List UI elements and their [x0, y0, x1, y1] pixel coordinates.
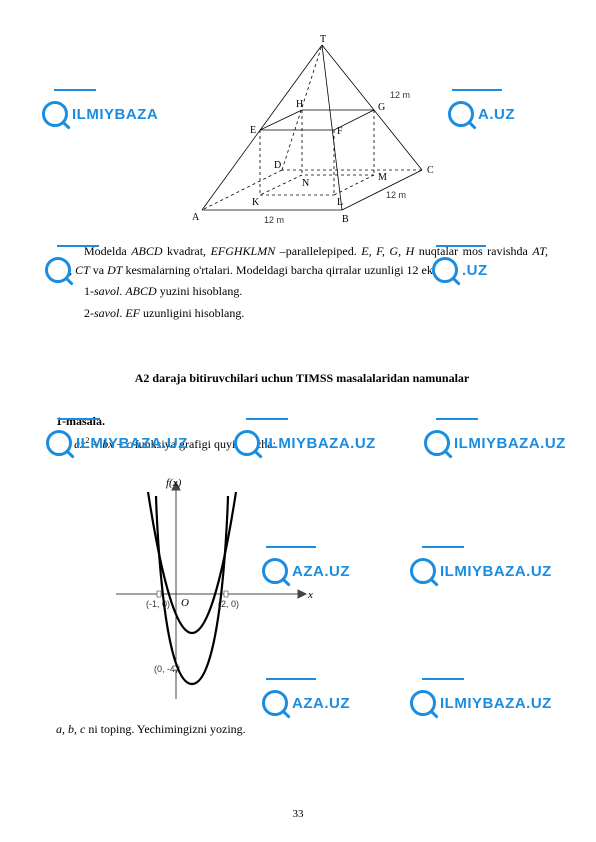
vertex-K: K	[252, 197, 260, 208]
vertex-E: E	[250, 125, 256, 136]
dim-right-lower: 12 m	[386, 190, 406, 200]
problem-1-label: 1-masala.	[56, 414, 548, 429]
equation-line: y = ax2 + bx + c funksiya grafigi quyida…	[56, 435, 548, 454]
vertex-C: C	[427, 165, 434, 176]
model-paragraph: Modelda ABCD kvadrat, EFGHKLMN –parallel…	[56, 242, 548, 280]
vertex-L: L	[337, 197, 343, 208]
question-2: 2-savol. EF uzunligini hisoblang.	[56, 304, 548, 323]
x-axis-label: x	[307, 589, 313, 601]
vertex-M: M	[378, 172, 387, 183]
fx-axis-label: f(x)	[166, 477, 182, 489]
origin-label: O	[181, 597, 189, 609]
dim-right-upper: 12 m	[390, 90, 410, 100]
page: T A B C D E F G H K L M N 12 m 12 m 12 m…	[0, 0, 596, 842]
vertex-B: B	[342, 214, 349, 225]
vertex-F: F	[337, 126, 343, 137]
pt-left: (-1, 0)	[146, 599, 170, 609]
vertex-T: T	[320, 34, 326, 45]
vertex-N: N	[302, 178, 309, 189]
vertex-A: A	[192, 212, 200, 223]
page-number: 33	[0, 808, 596, 820]
pyramid-figure: T A B C D E F G H K L M N 12 m 12 m 12 m	[152, 30, 452, 230]
vertex-G: G	[378, 102, 385, 113]
vertex-D: D	[274, 160, 281, 171]
parabola-figure: f(x) x O (-1, 0) (2, 0) (0, -4)	[106, 474, 316, 704]
question-1: 1-savol. ABCD yuzini hisoblang.	[56, 282, 548, 301]
vertex-H: H	[296, 99, 303, 110]
section-title: A2 daraja bitiruvchilari uchun TIMSS mas…	[56, 371, 548, 386]
dim-bottom: 12 m	[264, 215, 284, 225]
find-abc: a, b, c ni toping. Yechimingizni yozing.	[56, 720, 548, 739]
